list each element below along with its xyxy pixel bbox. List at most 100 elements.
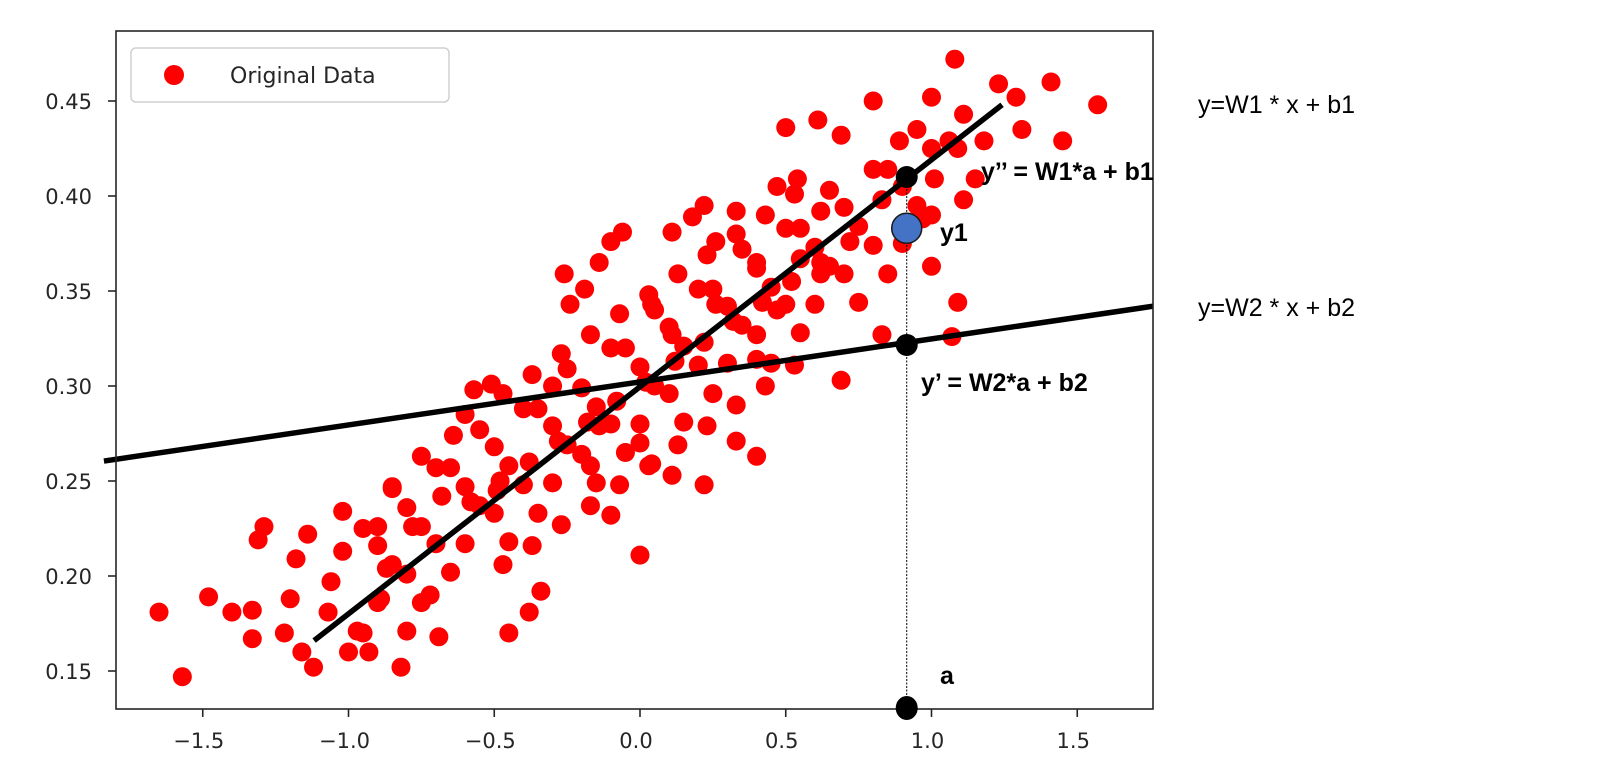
x-tick-label: 1.0 [911,729,944,753]
data-point [613,222,633,242]
data-point [248,530,268,550]
line1-equation: y=W1 * x + b1 [1198,91,1355,119]
data-point [615,443,635,462]
data-point [242,629,262,649]
regression-line-1 [312,102,1004,643]
y-double-prime-point [895,166,918,188]
data-point [726,431,746,451]
data-point [630,414,650,434]
data-point [688,279,708,299]
data-point [811,201,831,221]
data-point [811,253,831,272]
axes-frame [115,30,1154,710]
data-point [572,444,592,464]
data-point [441,458,461,478]
data-point [368,517,388,537]
data-point [834,264,854,284]
data-point [732,239,752,259]
data-point [784,184,804,204]
y1-point [890,212,923,245]
legend: Original Data [130,47,450,103]
data-point [484,437,504,457]
data-point [668,435,688,455]
data-point [615,338,635,358]
data-point [645,300,665,320]
x-tick-label: −1.0 [319,729,370,753]
data-point [630,433,650,453]
data-point [840,232,860,252]
data-point [1088,95,1108,115]
data-point [333,501,353,521]
data-point [455,477,475,497]
data-point [382,555,402,575]
x-tick-label: 1.5 [1057,729,1090,753]
data-point [321,572,341,592]
data-point [1006,87,1026,107]
data-point [1053,131,1073,151]
data-point [368,536,388,556]
data-point [694,196,714,215]
y-tick-label: 0.45 [45,90,92,114]
data-point [531,581,551,601]
data-point [776,118,796,138]
data-point [922,87,941,107]
data-point [1041,72,1061,92]
data-point [543,473,563,493]
data-point [630,545,650,565]
data-point [528,399,548,419]
data-point [924,169,944,189]
y-double-prime-label: y’’ = W1*a + b1 [981,158,1154,186]
data-point [280,589,300,609]
data-point [499,532,519,552]
data-point [426,458,446,478]
data-point [353,623,373,643]
data-point [551,515,571,535]
data-point [455,534,475,554]
data-point [726,201,746,221]
data-point [965,169,985,189]
data-point [411,593,431,613]
data-point [907,120,927,139]
data-point [522,536,542,556]
data-point [717,296,737,316]
data-point [528,503,548,523]
data-point [726,224,746,244]
data-point [954,104,974,124]
data-point [499,456,519,476]
data-point [411,446,431,466]
data-point [464,380,484,400]
annotations [890,166,923,720]
data-point [601,414,621,434]
data-point [726,395,746,415]
legend-label: Original Data [230,64,376,89]
data-point [974,131,994,151]
legend-box [130,47,450,103]
y-tick-label: 0.20 [45,565,92,589]
data-point [834,197,854,217]
data-point [519,602,539,622]
data-point [878,159,898,179]
data-point [610,475,630,495]
data-point [767,177,787,196]
data-point [461,492,481,512]
data-point [274,623,294,643]
data-point [575,279,595,299]
data-point [954,190,974,210]
data-point [639,285,659,305]
x-axis: −1.5 −1.0 −0.5 0.0 0.5 1.0 1.5 [173,709,1090,753]
y-axis: 0.15 0.20 0.25 0.30 0.35 0.40 0.45 [45,90,116,684]
data-point [787,169,807,189]
data-point [353,519,373,538]
a-label: a [940,662,955,690]
data-point [589,253,609,272]
x-tick-label: 0.5 [765,729,798,753]
x-tick-label: 0.0 [619,729,652,753]
data-point [199,587,219,607]
data-point [557,359,577,379]
data-point [662,222,682,242]
data-point [819,180,839,200]
y-prime-label: y’ = W2*a + b2 [921,369,1088,397]
data-point [443,425,463,445]
data-point [490,471,510,491]
data-point [391,657,411,677]
